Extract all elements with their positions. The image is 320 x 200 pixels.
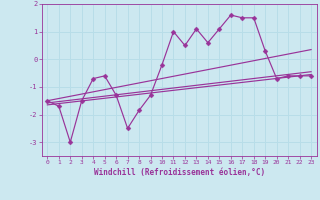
X-axis label: Windchill (Refroidissement éolien,°C): Windchill (Refroidissement éolien,°C) [94, 168, 265, 177]
